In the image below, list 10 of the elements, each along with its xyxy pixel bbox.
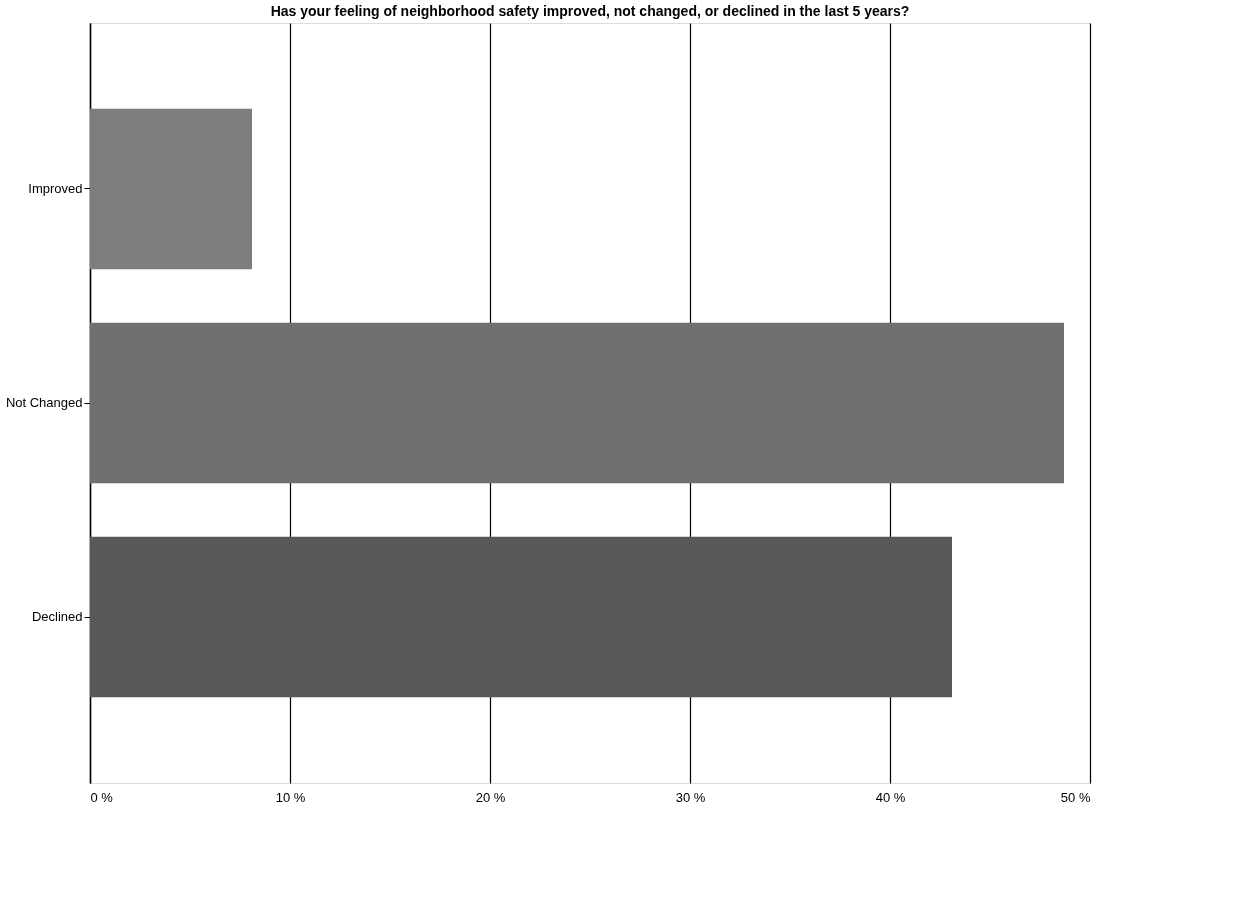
x-tick-label: 50 %: [1060, 789, 1091, 805]
x-tick-label: 20 %: [475, 789, 506, 805]
y-tick-label: Declined: [31, 609, 83, 625]
y-tick-label: Not Changed: [5, 395, 83, 410]
chart-title: Has your feeling of neighborhood safety improved, not changed, or declined in the last 5 years?: [270, 3, 910, 19]
x-tick-label: 30 %: [675, 789, 706, 805]
y-tick-label: Improved: [28, 180, 83, 196]
x-tick-label: 10 %: [275, 789, 306, 805]
x-tick-label: 40 %: [875, 789, 906, 805]
x-tick-label: 0 %: [90, 789, 114, 805]
